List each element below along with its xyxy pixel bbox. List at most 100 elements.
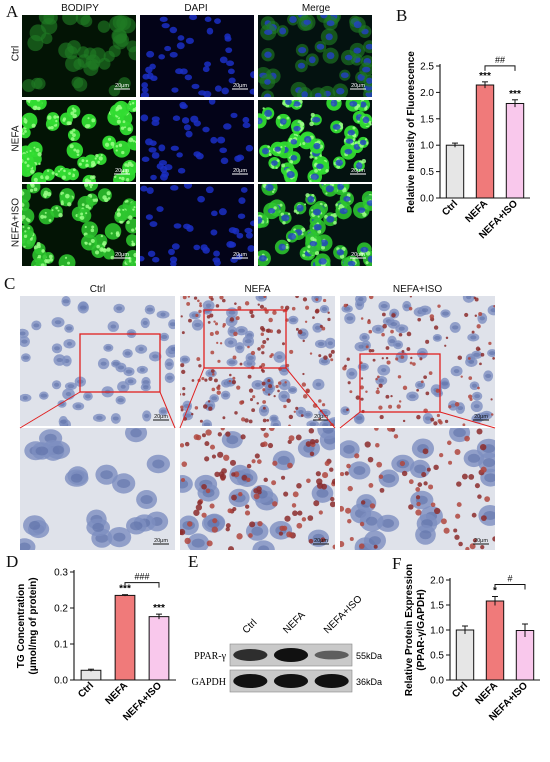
western-band — [273, 674, 309, 688]
panel-letter-c: C — [4, 274, 16, 293]
chart-b-bar-0 — [445, 144, 465, 199]
western-protein-label: GAPDH — [192, 677, 226, 688]
chart-b-significance-label: *** — [479, 71, 491, 82]
western-lane-label: NEFA — [281, 610, 307, 636]
chart-d-y-axis-label: TG Concentration — [16, 584, 27, 668]
scale-bar-label: 20μm — [233, 252, 247, 258]
chart-f-category-label: NEFA — [473, 680, 500, 707]
scale-bar-label: 20μm — [474, 538, 488, 544]
chart-f-y-tick-label: 0.5 — [430, 651, 444, 662]
western-size-label: 36kDa — [356, 677, 382, 687]
scale-bar-label: 20μm — [474, 414, 488, 420]
chart-f-bracket-label: # — [507, 574, 512, 584]
chart-f-bar-2 — [515, 630, 535, 681]
fluor-image-ctrl-merge: 20μm — [258, 15, 372, 97]
western-protein-label: PPAR-γ — [194, 651, 226, 662]
oilred-image-nefa-overview: 20μm — [180, 296, 335, 426]
chart-b-y-axis-label: Relative Intensity of Fluorescence — [406, 51, 417, 213]
scale-bar-label: 20μm — [154, 414, 168, 420]
fluor-col-header-bodipy: BODIPY — [61, 3, 99, 14]
scale-bar-label: 20μm — [233, 168, 247, 174]
panel-letter-d: D — [6, 552, 19, 571]
chart-f-y-tick-label: 1.0 — [430, 626, 444, 637]
fluor-image-ctrl-dapi: 20μm — [140, 15, 254, 97]
chart-d-y-tick-label: 0.3 — [54, 568, 68, 579]
chart-f-y-axis-label: Relative Protein Expression — [404, 564, 415, 696]
chart-d-bracket-label: ### — [134, 572, 149, 582]
chart-b-y-tick-label: 2.5 — [420, 62, 434, 73]
fluor-image-nefa-iso-bodipy: 20μm — [22, 184, 136, 266]
chart-d-y-axis-label: (μmol/mg of protein) — [28, 577, 39, 674]
western-band — [233, 649, 268, 661]
chart-b-category-label: NEFA — [463, 198, 490, 225]
chart-d-bar-0 — [80, 669, 102, 681]
chart-f-category-label: Ctrl — [450, 680, 470, 700]
panel-letter-a: A — [6, 2, 19, 21]
scale-bar-label: 20μm — [154, 538, 168, 544]
scale-bar-label: 20μm — [314, 414, 328, 420]
chart-b-y-tick-label: 1.0 — [420, 141, 434, 152]
chart-d-y-tick-label: 0.1 — [54, 640, 68, 651]
oilred-col-header-nefa-iso: NEFA+ISO — [392, 284, 443, 295]
oilred-image-ctrl-zoom: 20μm — [20, 428, 175, 550]
scale-bar-label: 20μm — [351, 252, 365, 258]
western-size-label: 55kDa — [356, 651, 382, 661]
panel-letter-e: E — [188, 552, 199, 571]
chart-d-category-label: NEFA — [103, 680, 130, 707]
fluor-image-nefa-iso-dapi: 20μm — [140, 184, 254, 266]
western-band — [233, 674, 268, 688]
oilred-image-ctrl-overview: 20μm — [20, 296, 175, 426]
chart-d-significance-label: *** — [119, 584, 131, 595]
chart-b-y-tick-label: 2.0 — [420, 88, 434, 99]
fluor-row-label-ctrl: Ctrl — [10, 45, 22, 62]
western-band — [314, 674, 349, 688]
chart-d-bar-1 — [114, 594, 136, 681]
chart-d-comparison-bracket — [124, 582, 160, 588]
chart-f-significance-label: * — [493, 586, 497, 597]
oilred-image-nefa-zoom: 20μm — [180, 428, 335, 550]
scale-bar-label: 20μm — [115, 168, 129, 174]
chart-tg-concentration: 0.0 0.1 0.2 0.3 TG Concentration (μmol/mg of … — [10, 560, 182, 762]
fluor-image-nefa-bodipy: 20μm — [22, 100, 136, 182]
chart-f-comparison-bracket — [494, 584, 526, 590]
panel-letter-b: B — [396, 6, 408, 25]
chart-d-y-tick-label: 0.0 — [54, 676, 68, 687]
chart-f-bar-1 — [485, 600, 505, 681]
chart-f-y-tick-label: 0.0 — [430, 676, 444, 687]
oilred-image-nefa-iso-overview: 20μm — [340, 296, 495, 426]
oilred-col-header-nefa: NEFA — [244, 284, 271, 295]
chart-f-y-tick-label: 1.5 — [430, 601, 444, 612]
chart-ppar-expression: 0.0 0.5 1.0 1.5 2.0 Relative Protein Expressi… — [398, 560, 548, 762]
western-lane-label: NEFA+ISO — [322, 593, 365, 636]
fluor-row-label-nefa-iso: NEFA+ISO — [10, 197, 22, 248]
chart-d-y-tick-label: 0.2 — [54, 604, 68, 615]
chart-b-category-label: Ctrl — [440, 198, 460, 218]
chart-b-comparison-bracket — [484, 65, 516, 71]
chart-d-bar-2 — [148, 616, 170, 681]
scale-bar-label: 20μm — [115, 83, 129, 89]
fluor-image-ctrl-bodipy: 20μm — [22, 15, 136, 97]
chart-b-y-tick-label: 0.5 — [420, 167, 434, 178]
panel-letter-f: F — [392, 554, 402, 573]
chart-b-bracket-label: ## — [495, 55, 505, 65]
fluor-row-label-nefa: NEFA — [10, 125, 22, 152]
chart-d-category-label: Ctrl — [76, 680, 96, 700]
chart-f-y-tick-label: 2.0 — [430, 576, 444, 587]
western-band — [314, 650, 349, 660]
western-lane-label: Ctrl — [241, 617, 260, 636]
fluor-col-header-dapi: DAPI — [184, 3, 208, 14]
chart-f-y-axis-label: (PPAR-γ/GAPDH) — [416, 589, 427, 670]
scale-bar-label: 20μm — [351, 83, 365, 89]
fluor-image-nefa-merge: 20μm — [258, 100, 372, 182]
chart-b-significance-label: *** — [509, 89, 521, 100]
oilred-col-header-ctrl: Ctrl — [89, 284, 106, 295]
chart-b-bar-1 — [475, 84, 495, 199]
fluor-image-nefa-iso-merge: 20μm — [258, 184, 372, 266]
oilred-image-nefa-iso-zoom: 20μm — [340, 428, 495, 550]
western-blot-panel: Ctrl NEFA NEFA+ISO PPAR-γ 55kDa GAPDH 36kDa — [190, 560, 395, 710]
scale-bar-label: 20μm — [351, 168, 365, 174]
chart-b-y-tick-label: 1.5 — [420, 114, 434, 125]
scale-bar-label: 20μm — [314, 538, 328, 544]
chart-d-significance-label: *** — [153, 603, 165, 614]
western-band — [273, 648, 309, 662]
